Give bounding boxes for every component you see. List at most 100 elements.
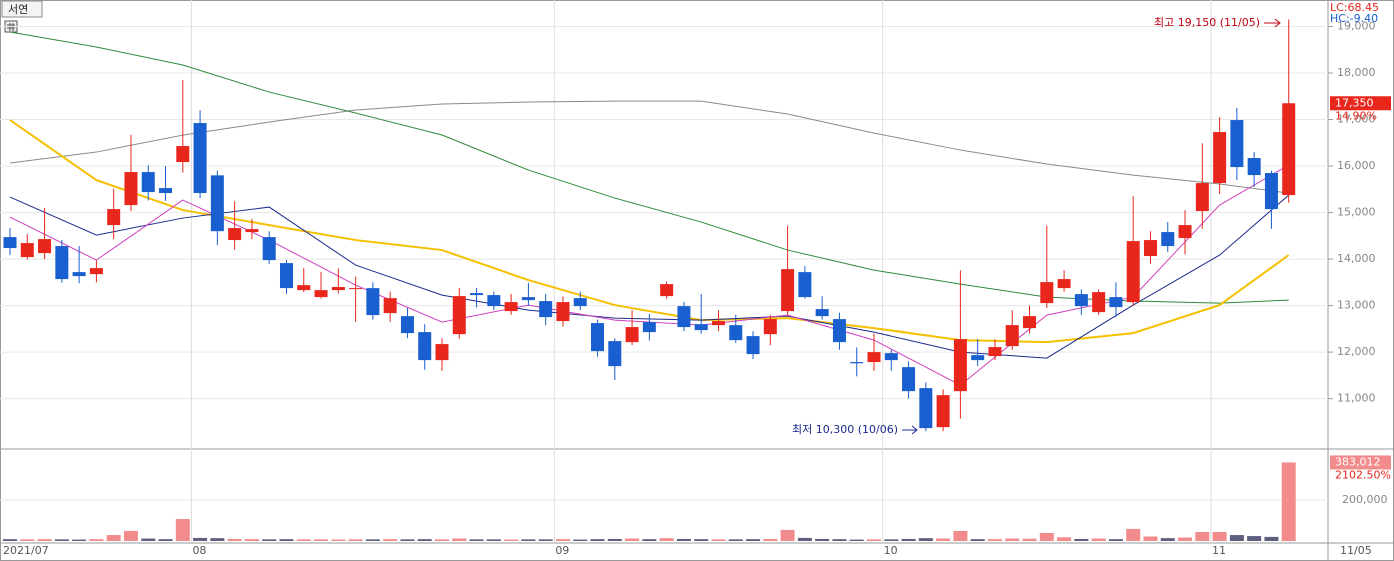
volume-bar bbox=[625, 538, 640, 541]
x-tick-label: 11/05 bbox=[1340, 544, 1372, 557]
volume-bar bbox=[555, 539, 570, 541]
volume-bar bbox=[573, 539, 588, 541]
volume-change-pct: 2102.50% bbox=[1335, 468, 1391, 481]
volume-bar bbox=[1264, 536, 1279, 541]
y-tick-label: 14,000 bbox=[1337, 252, 1376, 265]
volume-bar bbox=[1074, 538, 1089, 541]
candle-body bbox=[349, 288, 363, 290]
candle-body bbox=[89, 268, 103, 275]
candle-body bbox=[159, 188, 173, 194]
volume-box bbox=[1330, 455, 1391, 470]
candle-body bbox=[1247, 158, 1261, 176]
candle-body bbox=[1282, 103, 1296, 196]
volume-bar bbox=[1005, 538, 1020, 541]
volume-bar bbox=[1229, 535, 1244, 541]
x-tick-label: 2021/07 bbox=[3, 544, 49, 557]
volume-bar bbox=[1143, 536, 1158, 541]
candle-body bbox=[228, 228, 242, 241]
candle-body bbox=[262, 237, 276, 261]
candle-body bbox=[625, 327, 639, 343]
candle-body bbox=[1161, 232, 1175, 247]
candle-body bbox=[38, 239, 52, 254]
volume-bar bbox=[175, 519, 190, 541]
volume-bar bbox=[1126, 528, 1141, 541]
candle-body bbox=[1040, 282, 1054, 304]
volume-bar bbox=[953, 530, 968, 541]
volume-bar bbox=[867, 539, 881, 541]
volume-bar bbox=[1195, 531, 1210, 541]
y-tick-label: 19,000 bbox=[1337, 20, 1376, 33]
candle-body bbox=[867, 352, 881, 363]
candle-body bbox=[832, 319, 846, 343]
candle-body bbox=[176, 146, 190, 163]
candle-body bbox=[1178, 225, 1192, 239]
y-tick-label: 13,000 bbox=[1337, 299, 1376, 312]
candle-body bbox=[124, 172, 138, 206]
volume-bar bbox=[89, 539, 104, 541]
volume-bar bbox=[435, 539, 449, 541]
candle-body bbox=[141, 172, 155, 193]
candle-body bbox=[936, 395, 950, 428]
candle-body bbox=[3, 237, 17, 249]
volume-bar bbox=[521, 539, 536, 541]
candle-body bbox=[366, 288, 380, 316]
high-arrow bbox=[1264, 18, 1281, 28]
volume-bar bbox=[106, 535, 121, 541]
volume-bar bbox=[1057, 537, 1072, 541]
volume-bar bbox=[72, 539, 87, 541]
candle-body bbox=[1213, 132, 1227, 184]
volume-bar bbox=[590, 539, 605, 541]
candle-body bbox=[1126, 241, 1140, 303]
candle-body bbox=[383, 298, 397, 314]
x-tick-label: 10 bbox=[884, 544, 898, 557]
candle-body bbox=[297, 285, 311, 291]
y-tick-label: 15,000 bbox=[1337, 206, 1376, 219]
candle-body bbox=[193, 123, 207, 194]
candle-body bbox=[504, 302, 518, 312]
candle-body bbox=[331, 286, 345, 291]
candle-body bbox=[245, 229, 259, 233]
moving-average bbox=[9, 164, 1289, 386]
moving-average bbox=[9, 100, 1289, 194]
x-tick-label: 09 bbox=[555, 544, 569, 557]
volume-bar bbox=[193, 537, 208, 541]
lc-label: LC:68.45 bbox=[1330, 1, 1379, 14]
volume-bar bbox=[348, 539, 363, 541]
volume-bar bbox=[936, 538, 951, 541]
volume-bar bbox=[262, 539, 277, 541]
candle-body bbox=[418, 332, 432, 361]
candle-body bbox=[1057, 279, 1071, 289]
candle-body bbox=[591, 323, 605, 352]
candle-body bbox=[314, 290, 328, 298]
volume-bar bbox=[331, 539, 346, 541]
volume-bar bbox=[901, 538, 916, 541]
volume-bar bbox=[210, 538, 225, 541]
moving-average bbox=[9, 119, 1290, 344]
candle-body bbox=[1023, 316, 1037, 329]
candle-body bbox=[988, 347, 1002, 357]
volume-bar bbox=[711, 539, 726, 541]
candle-body bbox=[919, 388, 933, 429]
candle-body bbox=[694, 324, 708, 331]
low-annotation: 최저 10,300 (10/06) bbox=[792, 423, 898, 436]
volume-bar bbox=[469, 539, 484, 541]
volume-bar bbox=[1281, 462, 1296, 541]
candle-body bbox=[107, 209, 121, 226]
volume-bar bbox=[1178, 537, 1193, 541]
volume-bar bbox=[296, 539, 311, 541]
candle-body bbox=[210, 175, 224, 232]
symbol-box[interactable] bbox=[1, 0, 43, 18]
volume-bar bbox=[659, 538, 674, 541]
last-price: 17,350 bbox=[1335, 96, 1374, 109]
volume-bar bbox=[486, 539, 501, 541]
volume-bar bbox=[365, 539, 380, 541]
volume-bar bbox=[452, 538, 467, 541]
y-tick-label: 200,000 bbox=[1342, 493, 1388, 506]
candle-body bbox=[72, 272, 86, 277]
candle-body bbox=[677, 306, 691, 328]
y-tick-label: 11,000 bbox=[1337, 392, 1376, 405]
volume-bar bbox=[244, 539, 259, 541]
candle-body bbox=[20, 243, 34, 258]
candle-body bbox=[1074, 294, 1088, 307]
